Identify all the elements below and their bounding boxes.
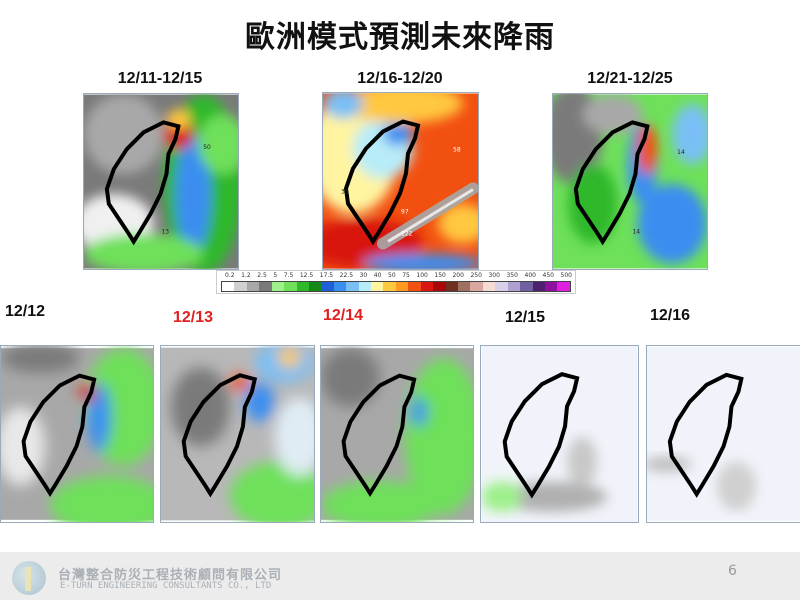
colorbar-cell	[445, 282, 459, 291]
map-value: 58	[453, 147, 461, 154]
colorbar-cell	[333, 282, 347, 291]
colorbar-cell	[408, 282, 421, 291]
map-value: 13	[161, 229, 169, 236]
map-value: 50	[203, 144, 211, 151]
rainfall-colorbar: 0.2 1.2 2.5 5 7.5 12.5 17.5 22.5 30 40 50 75 100 150 2…	[216, 270, 576, 294]
rain-map-12-13	[160, 345, 315, 523]
map-value: 14	[632, 229, 640, 236]
colorbar-cells	[221, 281, 571, 292]
colorbar-cell	[271, 282, 285, 291]
map-value: 122	[401, 231, 413, 238]
map-value: 97	[401, 209, 409, 216]
colorbar-tick-label: 0.2	[225, 272, 235, 279]
colorbar-tick-label: 200	[452, 272, 464, 279]
colorbar-tick-label: 12.5	[299, 272, 314, 279]
colorbar-cell	[284, 282, 297, 291]
rain-map-12-21-12-25: 14 14	[552, 93, 708, 270]
colorbar-tick-label: 75	[402, 272, 410, 279]
colorbar-cell	[507, 282, 521, 291]
colorbar-tick-label: 40	[373, 272, 382, 279]
map-value: 35	[341, 189, 349, 196]
rain-map-12-15	[480, 345, 639, 523]
colorbar-cell	[321, 282, 334, 291]
colorbar-cell	[346, 282, 359, 291]
rain-map-12-14	[320, 345, 474, 523]
day-label-12-13: 12/13	[172, 309, 214, 326]
period-label-2: 12/16-12/20	[357, 70, 443, 87]
colorbar-tick-label: 500	[560, 272, 572, 279]
colorbar-tick-label: 2.5	[257, 272, 267, 279]
colorbar-cell	[482, 282, 496, 291]
colorbar-cell	[495, 282, 508, 291]
colorbar-cell	[544, 282, 558, 291]
company-name-zh: 台灣整合防災工程技術顧問有限公司	[58, 568, 283, 583]
day-label-12-14: 12/14	[322, 307, 364, 324]
day-label-12-16: 12/16	[649, 307, 691, 324]
colorbar-tick-label: 22.5	[339, 272, 354, 279]
colorbar-tick-label: 150	[434, 272, 446, 279]
colorbar-cell	[371, 282, 384, 291]
colorbar-tick-label: 50	[388, 272, 396, 279]
slide-footer	[0, 552, 800, 600]
colorbar-cell	[520, 282, 533, 291]
day-label-12-12: 12/12	[4, 303, 46, 320]
colorbar-tick-label: 350	[506, 272, 518, 279]
colorbar-tick-label: 7.5	[283, 272, 294, 279]
page-number: 6	[728, 563, 737, 579]
colorbar-cell	[234, 282, 247, 291]
colorbar-ticks: 0.2 1.2 2.5 5 7.5 12.5 17.5 22.5 30 40 50 75 100 150 2…	[217, 271, 575, 280]
colorbar-cell	[458, 282, 471, 291]
period-label-3: 12/21-12/25	[587, 70, 673, 87]
colorbar-cell	[296, 282, 309, 291]
map-value: 14	[677, 149, 685, 156]
day-label-12-15: 12/15	[504, 309, 546, 326]
company-logo	[12, 561, 46, 595]
period-label-1: 12/11-12/15	[117, 70, 203, 87]
colorbar-cell	[420, 282, 434, 291]
colorbar-tick-label: 300	[488, 272, 500, 279]
colorbar-tick-label: 17.5	[319, 272, 334, 279]
colorbar-tick-label: 5	[273, 272, 278, 279]
colorbar-tick-label: 100	[416, 272, 428, 279]
rain-map-12-12	[0, 345, 154, 523]
colorbar-tick-label: 400	[524, 272, 536, 279]
colorbar-tick-label: 1.2	[241, 272, 251, 279]
colorbar-tick-label: 450	[542, 272, 554, 279]
colorbar-cell	[383, 282, 396, 291]
company-name-en: E-TURN ENGINEERING CONSULTANTS CO., LTD	[60, 581, 272, 591]
colorbar-tick-label: 30	[359, 272, 368, 279]
colorbar-cell	[246, 282, 260, 291]
colorbar-cell	[433, 282, 446, 291]
rain-map-12-16	[646, 345, 800, 523]
rain-map-12-11-12-15: 50 13	[83, 93, 239, 270]
colorbar-cell	[470, 282, 483, 291]
colorbar-cell	[557, 282, 570, 291]
colorbar-cell	[395, 282, 409, 291]
colorbar-cell	[308, 282, 322, 291]
colorbar-tick-label: 250	[470, 272, 482, 279]
colorbar-cell	[222, 282, 235, 291]
colorbar-cell	[532, 282, 545, 291]
colorbar-cell	[259, 282, 272, 291]
rain-map-12-16-12-20: 58 35 97 122	[322, 92, 479, 270]
colorbar-cell	[358, 282, 372, 291]
slide-title: 歐洲模式預測未來降雨	[245, 20, 555, 55]
